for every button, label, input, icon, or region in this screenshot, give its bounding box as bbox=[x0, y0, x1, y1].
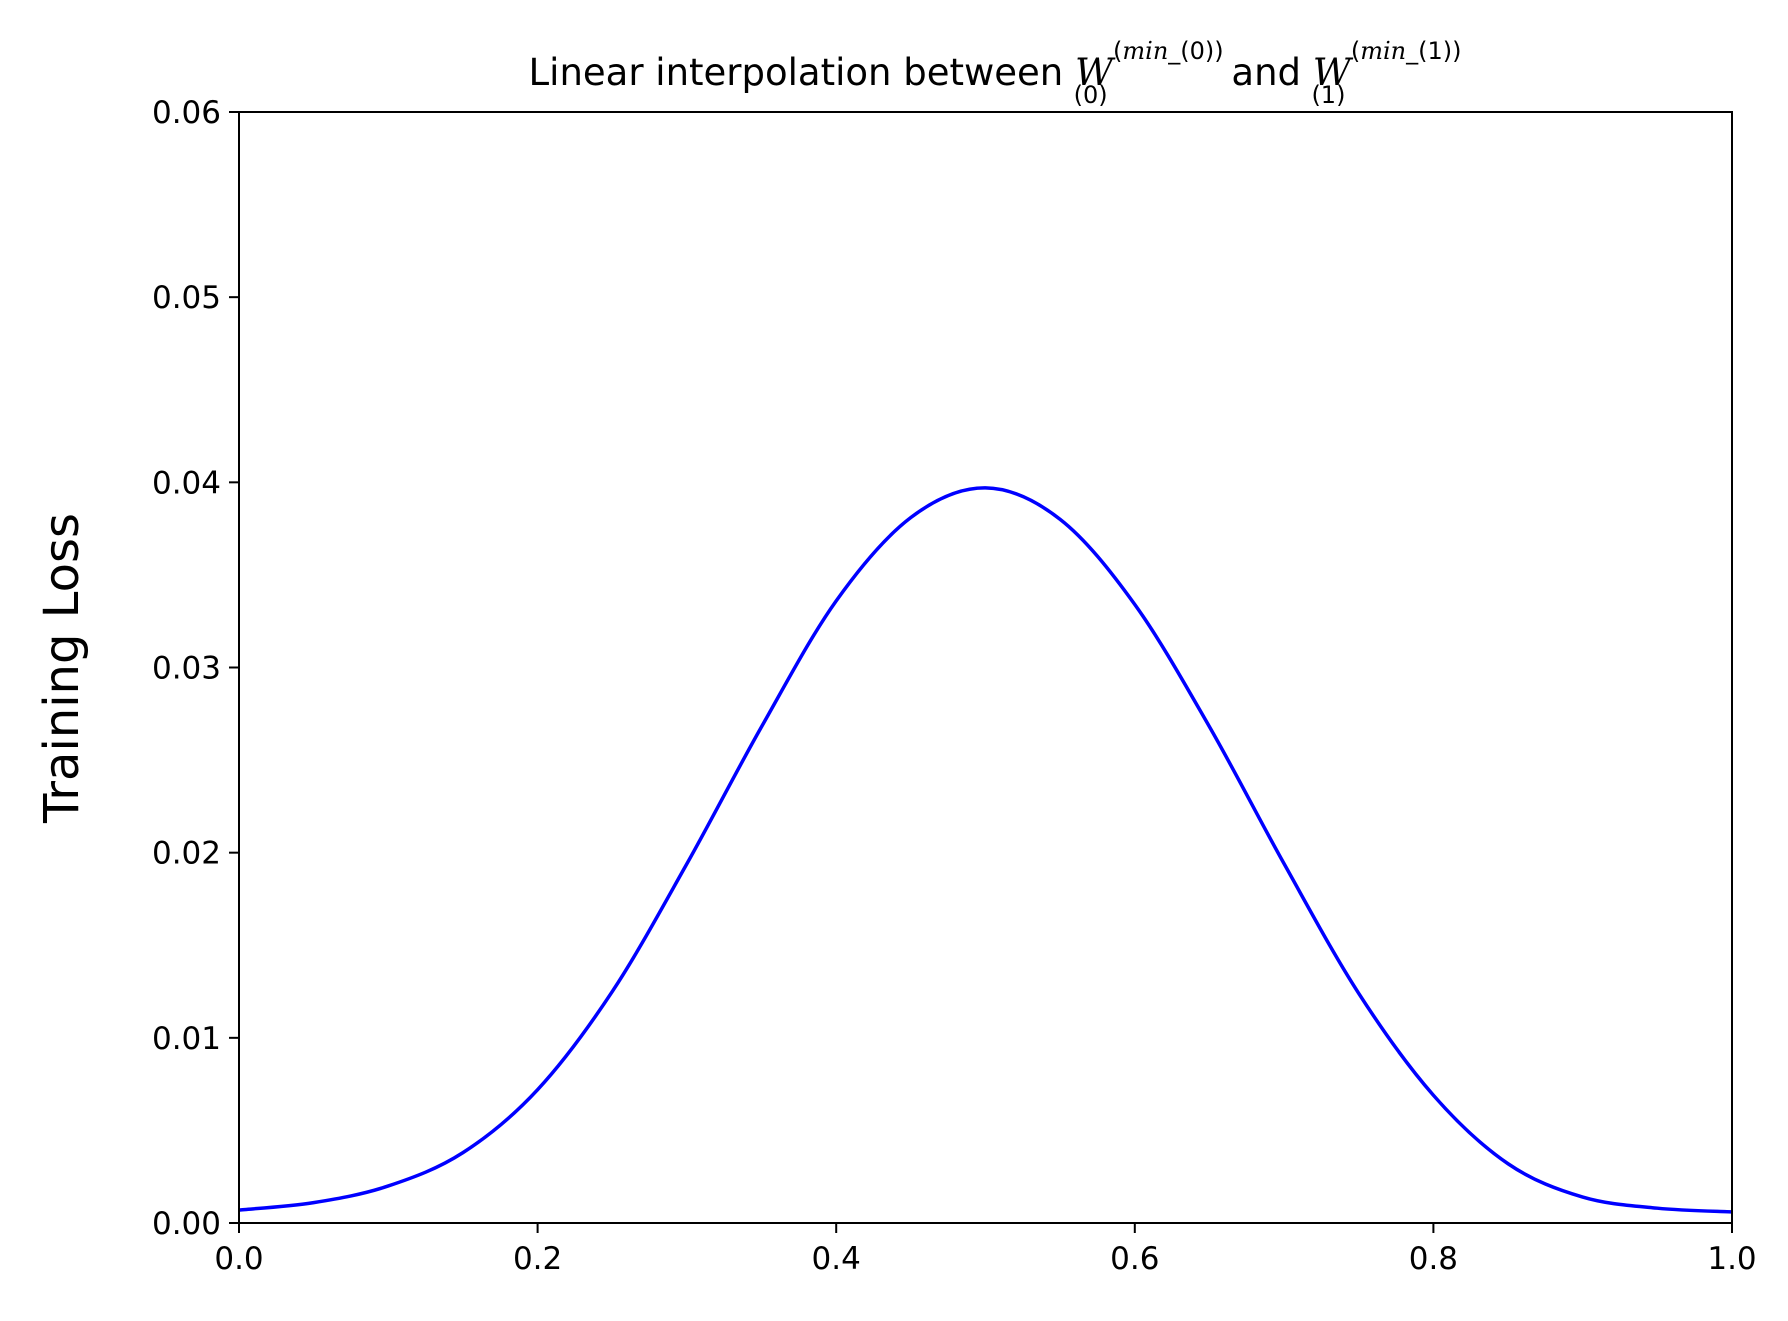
title-w1-sup-rest: _(1)) bbox=[1405, 37, 1461, 65]
title-w0-sub: (0) bbox=[1074, 81, 1108, 109]
title-w1-sub: (1) bbox=[1311, 81, 1345, 109]
x-tick-label: 0.0 bbox=[214, 1241, 263, 1277]
y-tick-label: 0.03 bbox=[152, 651, 221, 687]
title-w0-sup-open: ( bbox=[1113, 37, 1122, 65]
title-w1-sup-min: min bbox=[1360, 37, 1406, 65]
plot-frame bbox=[238, 111, 1733, 1224]
y-tick-label: 0.02 bbox=[152, 836, 221, 872]
series-layer bbox=[238, 486, 1733, 1214]
title-w1-base: W bbox=[1313, 51, 1354, 94]
y-axis-label: Training Loss bbox=[34, 513, 90, 824]
y-tick-label: 0.00 bbox=[152, 1206, 221, 1242]
title-w0-base: W bbox=[1075, 51, 1116, 94]
y-tick-label: 0.06 bbox=[152, 95, 221, 131]
title-w1-sup-open: ( bbox=[1351, 37, 1360, 65]
ticks-layer: 0.0 0.2 0.4 0.6 0.8 1.0 0.00 0.01 0.02 0.03 0.04 0.… bbox=[152, 95, 1757, 1277]
title-w0-sup-min: min bbox=[1122, 37, 1168, 65]
chart-title-prefix: Linear interpolation between bbox=[529, 51, 1075, 94]
y-tick-label: 0.04 bbox=[152, 465, 221, 501]
x-tick-label: 1.0 bbox=[1707, 1241, 1756, 1277]
title-w0-sup-rest: _(0)) bbox=[1167, 37, 1223, 65]
chart-title-middle: and bbox=[1220, 51, 1313, 94]
y-tick-label: 0.05 bbox=[152, 280, 221, 316]
x-tick-label: 0.6 bbox=[1110, 1241, 1159, 1277]
y-tick-label: 0.01 bbox=[152, 1021, 221, 1057]
x-tick-label: 0.2 bbox=[513, 1241, 562, 1277]
x-tick-label: 0.8 bbox=[1409, 1241, 1458, 1277]
chart-title: Linear interpolation between W(min_(0))(… bbox=[529, 37, 1462, 109]
series-line bbox=[238, 486, 1733, 1214]
x-tick-label: 0.4 bbox=[812, 1241, 861, 1277]
